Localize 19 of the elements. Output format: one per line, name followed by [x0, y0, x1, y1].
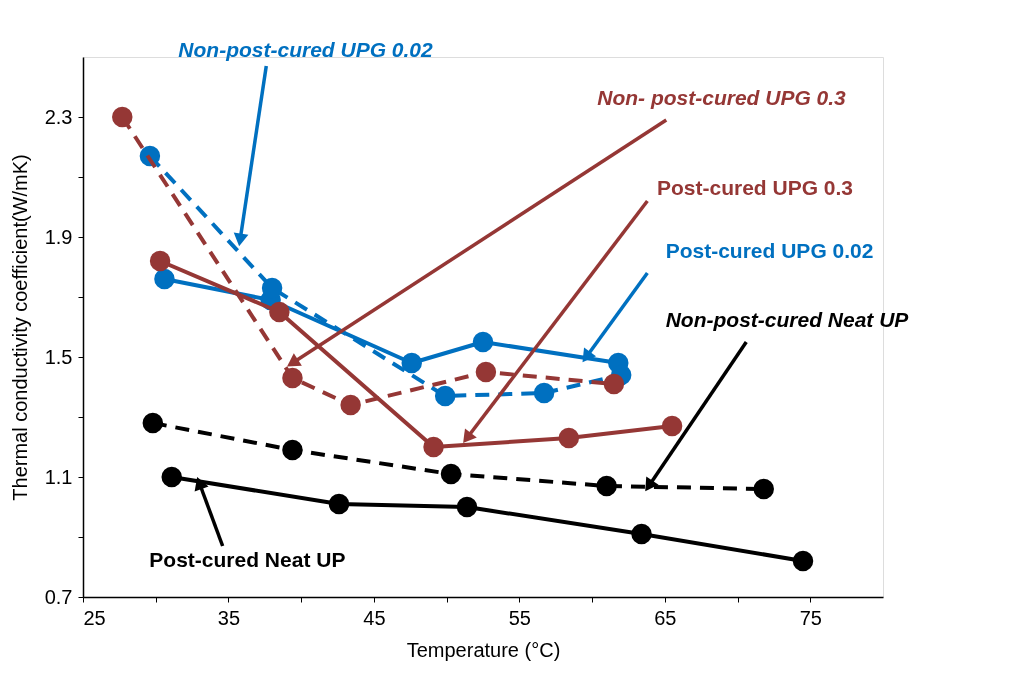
annotation: Non-post-cured UPG 0.02: [178, 38, 434, 61]
annotation: Non- post-cured UPG 0.3: [597, 86, 847, 109]
x-tick-label: 55: [508, 606, 531, 629]
x-axis-title: Temperature (°C): [406, 638, 561, 661]
x-tick-label: 25: [83, 606, 106, 629]
annotation: Post-cured UPG 0.02: [665, 239, 874, 262]
y-tick-label: 1.1: [44, 465, 73, 488]
annotation: Non-post-cured Neat UP: [665, 308, 910, 331]
x-tick-label: 65: [654, 606, 677, 629]
y-axis-title: Thermal conductivity coefficient(W/mK): [8, 154, 31, 501]
x-tick-label: 75: [799, 606, 822, 629]
y-tick-label: 1.5: [44, 345, 73, 368]
annotation: Post-cured UPG 0.3: [656, 176, 854, 199]
x-tick-label: 35: [217, 606, 241, 629]
x-tick-label: 45: [363, 606, 386, 629]
y-tick-label: 1.9: [44, 225, 73, 248]
y-tick-label: 2.3: [44, 105, 73, 128]
y-tick-label: 0.7: [44, 585, 73, 608]
annotation: Post-cured Neat UP: [149, 548, 346, 571]
